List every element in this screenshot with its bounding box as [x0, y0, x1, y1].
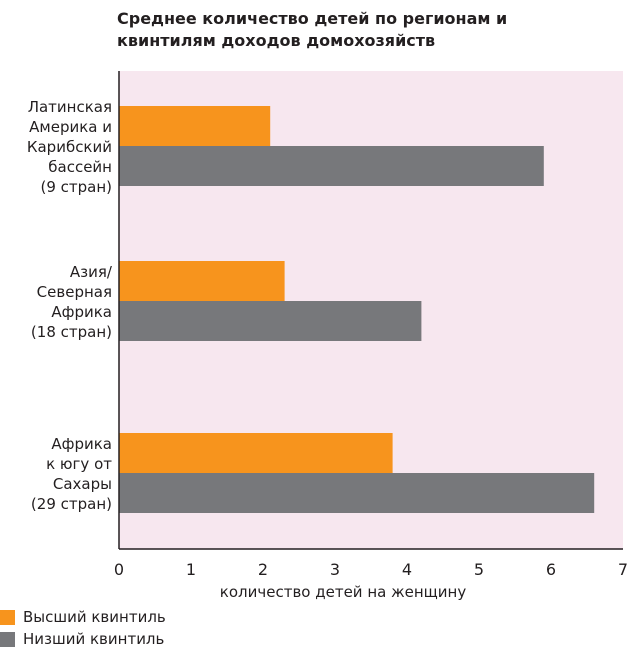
- x-axis-label: количество детей на женщину: [220, 583, 467, 601]
- chart-title-line-2: квинтилям доходов домохозяйств: [117, 31, 436, 50]
- category-label-1-line-1: Северная: [37, 283, 112, 301]
- x-tick-label-0: 0: [114, 560, 124, 579]
- legend: Высший квинтиль Низший квинтиль: [0, 606, 166, 650]
- category-label-0-line-2: Карибский: [27, 138, 112, 156]
- legend-item-top-quintile: Высший квинтиль: [0, 606, 166, 628]
- legend-label-bottom-quintile: Низший квинтиль: [23, 630, 165, 648]
- bar-top-quintile-1: [119, 261, 285, 301]
- bar-bottom-quintile-1: [119, 301, 422, 341]
- legend-swatch-top-quintile: [0, 609, 15, 625]
- category-label-2-line-3: (29 стран): [31, 495, 112, 513]
- x-tick-label-6: 6: [546, 560, 556, 579]
- x-tick-labels: 0 1 2 3 4 5 6 7: [114, 560, 628, 579]
- x-tick-label-1: 1: [186, 560, 196, 579]
- x-tick-label-4: 4: [402, 560, 412, 579]
- category-label-0-line-0: Латинская: [28, 98, 112, 116]
- bars-group: [119, 106, 595, 513]
- category-label-2-line-2: Сахары: [53, 475, 112, 493]
- category-label-1-line-0: Азия/: [70, 263, 113, 281]
- legend-swatch-bottom-quintile: [0, 631, 15, 647]
- category-label-0-line-1: Америка и: [29, 118, 112, 136]
- category-label-1-line-2: Африка: [51, 303, 112, 321]
- x-tick-label-2: 2: [258, 560, 268, 579]
- bar-bottom-quintile-0: [119, 146, 544, 186]
- x-tick-label-3: 3: [330, 560, 340, 579]
- category-label-1-line-3: (18 стран): [31, 323, 112, 341]
- legend-item-bottom-quintile: Низший квинтиль: [0, 628, 166, 650]
- chart-title: Среднее количество детей по регионам и к…: [117, 8, 597, 52]
- category-labels: Латинская Америка и Карибский бассейн (9 стр…: [27, 98, 113, 513]
- bar-bottom-quintile-2: [119, 473, 595, 513]
- bar-top-quintile-0: [119, 106, 271, 146]
- category-label-0-line-4: (9 стран): [40, 178, 112, 196]
- category-label-0-line-3: бассейн: [48, 158, 112, 176]
- legend-label-top-quintile: Высший квинтиль: [23, 608, 166, 626]
- bar-top-quintile-2: [119, 433, 393, 473]
- x-tick-label-5: 5: [474, 560, 484, 579]
- chart-title-line-1: Среднее количество детей по регионам и: [117, 9, 508, 28]
- category-label-2-line-1: к югу от: [46, 455, 112, 473]
- category-label-2-line-0: Африка: [51, 435, 112, 453]
- x-tick-label-7: 7: [618, 560, 628, 579]
